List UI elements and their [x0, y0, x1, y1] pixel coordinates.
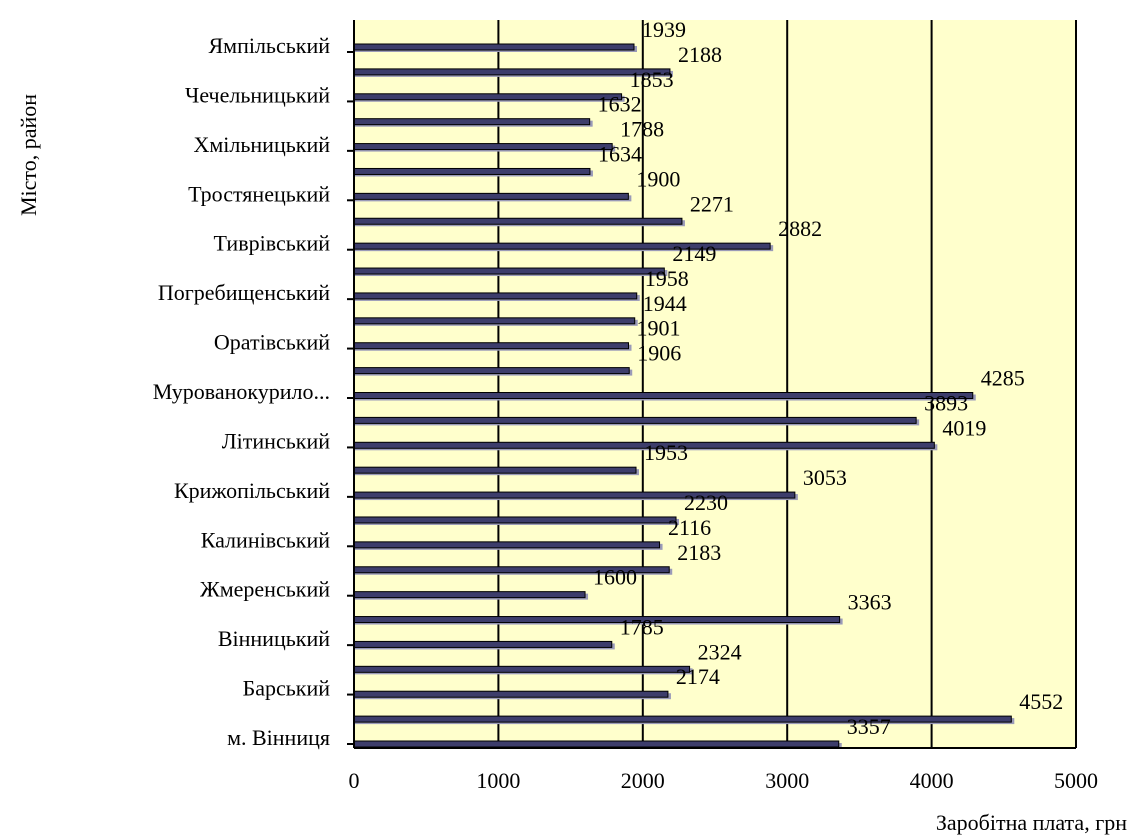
y-tick-label: Мурованокурило... — [153, 379, 330, 404]
y-tick-label: Тиврівський — [214, 231, 331, 256]
x-tick-label: 0 — [349, 768, 360, 793]
y-tick-label: Погребищенський — [158, 280, 330, 305]
data-label: 2149 — [672, 241, 716, 266]
bar — [353, 68, 671, 76]
data-label: 1853 — [630, 67, 674, 92]
x-tick-label: 2000 — [621, 768, 665, 793]
data-label: 1785 — [620, 614, 664, 639]
y-tick-label: Оратівський — [214, 330, 330, 355]
x-axis-title: Заробітна плата, грн — [936, 810, 1127, 835]
data-label: 1634 — [598, 141, 642, 166]
x-tick-label: 3000 — [765, 768, 809, 793]
data-label: 2183 — [677, 540, 721, 565]
bar — [353, 317, 636, 325]
y-tick-label: Літинський — [222, 428, 330, 453]
bar — [353, 43, 635, 51]
bar — [353, 491, 796, 499]
y-tick-label: Крижопільський — [174, 478, 330, 503]
bar — [353, 740, 840, 748]
y-tick-labels: м. Вінниця Барський Вінницький Жмеренський К… — [153, 33, 354, 750]
data-label: 1939 — [642, 17, 686, 42]
x-tick-label: 1000 — [476, 768, 520, 793]
data-label: 3053 — [803, 465, 847, 490]
y-tick-label: Жмеренський — [200, 577, 330, 602]
bar — [353, 541, 661, 549]
bar — [353, 192, 629, 200]
data-label: 2174 — [676, 664, 720, 689]
bar — [353, 93, 623, 101]
bar — [353, 616, 841, 624]
data-label: 2271 — [690, 191, 734, 216]
bar — [353, 342, 630, 350]
bar — [353, 640, 613, 648]
bar — [353, 392, 974, 399]
data-label: 3363 — [848, 590, 892, 615]
y-tick-label: Вінницький — [218, 626, 330, 651]
gridlines — [497, 20, 1077, 748]
y-tick-label: Тростянецький — [188, 181, 330, 206]
x-tick-label: 5000 — [1054, 768, 1098, 793]
data-label: 3893 — [924, 390, 968, 415]
bar — [353, 416, 917, 424]
y-tick-label: Калинівський — [201, 527, 330, 552]
bar — [353, 267, 665, 275]
bar — [353, 118, 591, 126]
bar — [353, 367, 630, 375]
bar — [353, 715, 1012, 723]
bar — [353, 516, 677, 524]
bar — [353, 466, 637, 474]
data-label: 1906 — [637, 341, 681, 366]
data-label: 1632 — [598, 92, 642, 117]
data-label: 3357 — [847, 714, 891, 739]
data-label: 2116 — [668, 515, 711, 540]
axes — [353, 20, 1076, 749]
data-label: 1953 — [644, 440, 688, 465]
y-axis-title: Місто, район — [16, 94, 41, 216]
data-label: 1958 — [645, 266, 689, 291]
data-label: 1944 — [643, 291, 687, 316]
data-label: 2188 — [678, 42, 722, 67]
data-label: 1600 — [593, 565, 637, 590]
data-label: 2882 — [778, 216, 822, 241]
bar — [353, 217, 683, 225]
y-tick-label: м. Вінниця — [227, 725, 330, 750]
bar — [353, 690, 669, 698]
data-label: 4019 — [942, 415, 986, 440]
data-label: 1901 — [637, 316, 681, 341]
y-tick-label: Чечельницький — [185, 82, 330, 107]
bar — [353, 143, 613, 151]
data-label: 1900 — [636, 166, 680, 191]
data-label: 2324 — [698, 639, 742, 664]
data-label: 4552 — [1019, 689, 1063, 714]
data-label: 4285 — [981, 366, 1025, 391]
data-label: 2230 — [684, 490, 728, 515]
plot-background — [354, 20, 1076, 748]
y-tick-label: Ямпільський — [208, 33, 330, 58]
bar — [353, 292, 638, 300]
bar — [353, 167, 591, 175]
x-tick-labels: 0 1000 2000 3000 4000 5000 — [349, 768, 1099, 793]
y-tick-label: Барський — [243, 676, 331, 701]
bar — [353, 665, 691, 673]
bar — [353, 591, 586, 599]
x-tick-label: 4000 — [910, 768, 954, 793]
data-label: 1788 — [620, 117, 664, 142]
y-tick-label: Хмільницький — [193, 132, 330, 157]
